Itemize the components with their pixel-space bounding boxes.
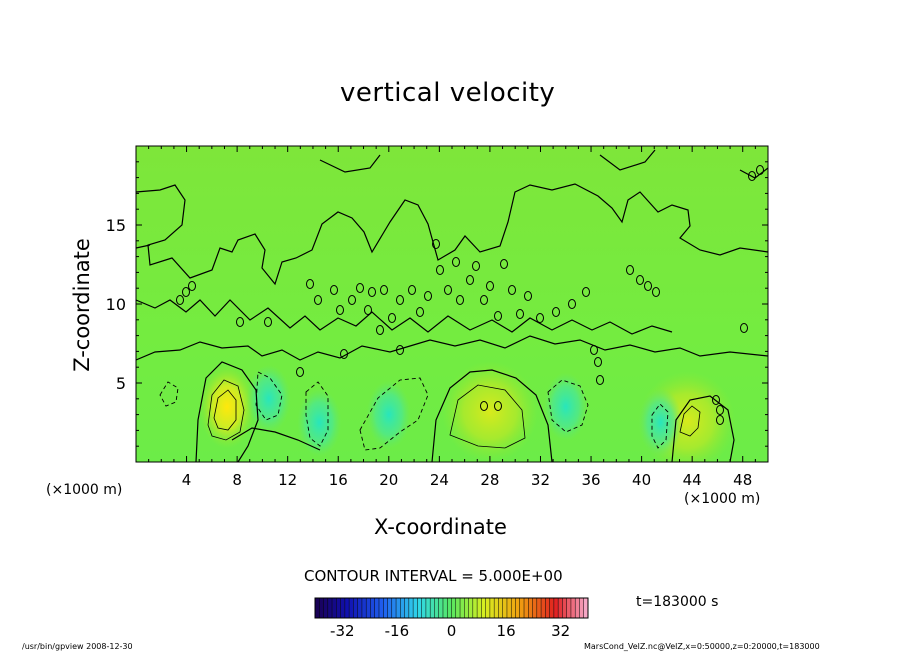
x-tick-label-3: 16: [329, 471, 348, 489]
colorbar-bin-26: [426, 598, 430, 618]
colorbar-bin-8: [349, 598, 353, 618]
colorbar-bin-4: [332, 598, 336, 618]
x-tick-label-4: 20: [379, 471, 398, 489]
colorbar-bin-22: [409, 598, 413, 618]
colorbar-bin-45: [507, 598, 511, 618]
x-tick-label-8: 36: [581, 471, 600, 489]
colorbar-bin-59: [567, 598, 571, 618]
colorbar-tick-label-1: -16: [385, 622, 410, 640]
x-tick-label-6: 28: [480, 471, 499, 489]
footer-left: /usr/bin/gpview 2008-12-30: [22, 642, 133, 651]
colorbar-bin-60: [571, 598, 575, 618]
downdraft-cell-5: [367, 381, 411, 449]
x-tick-label-10: 44: [683, 471, 702, 489]
colorbar-bin-39: [481, 598, 485, 618]
colorbar-bin-53: [541, 598, 545, 618]
colorbar-bin-52: [537, 598, 541, 618]
colorbar-bin-42: [494, 598, 498, 618]
colorbar-bin-37: [473, 598, 477, 618]
colorbar-bin-25: [422, 598, 426, 618]
colorbar-bin-20: [400, 598, 404, 618]
colorbar-bin-12: [366, 598, 370, 618]
colorbar-bin-44: [503, 598, 507, 618]
colorbar-bin-7: [345, 598, 349, 618]
x-tick-label-0: 4: [182, 471, 192, 489]
y-axis-label: Z-coordinate: [70, 238, 94, 372]
colorbar-bin-35: [464, 598, 468, 618]
y-tick-label-1: 10: [106, 295, 126, 314]
colorbar-bin-1: [319, 598, 323, 618]
colorbar-bin-23: [413, 598, 417, 618]
colorbar-bin-28: [434, 598, 438, 618]
colorbar-bin-0: [315, 598, 319, 618]
colorbar-bin-29: [439, 598, 443, 618]
colorbar-bin-3: [328, 598, 332, 618]
colorbar-bin-55: [550, 598, 554, 618]
colorbar-bin-16: [383, 598, 387, 618]
x-tick-label-5: 24: [430, 471, 449, 489]
colorbar-bin-17: [388, 598, 392, 618]
colorbar-tick-label-4: 32: [551, 622, 570, 640]
colorbar-bin-10: [358, 598, 362, 618]
colorbar-bin-14: [375, 598, 379, 618]
colorbar-bin-40: [486, 598, 490, 618]
colorbar-bin-34: [460, 598, 464, 618]
colorbar-bin-56: [554, 598, 558, 618]
contour-interval-label: CONTOUR INTERVAL = 5.000E+00: [304, 567, 563, 585]
colorbar-bin-2: [324, 598, 328, 618]
x-tick-label-2: 12: [278, 471, 297, 489]
colorbar-bin-47: [515, 598, 519, 618]
colorbar-bin-51: [533, 598, 537, 618]
y-tick-label-0: 5: [116, 374, 126, 393]
x-tick-label-9: 40: [632, 471, 651, 489]
colorbar-bin-49: [524, 598, 528, 618]
updraft-cell-1: [442, 361, 538, 461]
colorbar-bin-13: [370, 598, 374, 618]
downdraft-cell-3: [247, 365, 291, 433]
colorbar-bin-48: [520, 598, 524, 618]
y-tick-label-2: 15: [106, 216, 126, 235]
x-axis-label: X-coordinate: [374, 515, 507, 539]
colorbar-bin-61: [575, 598, 579, 618]
colorbar-bin-24: [417, 598, 421, 618]
colorbar-bin-63: [584, 598, 588, 618]
colorbar-bin-62: [579, 598, 583, 618]
downdraft-cell-4: [297, 389, 341, 457]
colorbar-bin-50: [528, 598, 532, 618]
colorbar-bin-19: [396, 598, 400, 618]
colorbar-tick-label-2: 0: [447, 622, 457, 640]
colorbar-bin-33: [456, 598, 460, 618]
colorbar-bin-21: [405, 598, 409, 618]
colorbar-bin-18: [392, 598, 396, 618]
colorbar-bin-46: [511, 598, 515, 618]
colorbar-bin-38: [477, 598, 481, 618]
colorbar-bin-27: [430, 598, 434, 618]
colorbar-tick-label-3: 16: [497, 622, 516, 640]
colorbar-tick-label-0: -32: [330, 622, 355, 640]
x-unit-label-left: (×1000 m): [46, 482, 122, 498]
colorbar-bin-15: [379, 598, 383, 618]
time-label: t=183000 s: [636, 594, 718, 610]
colorbar-bin-58: [562, 598, 566, 618]
colorbar: -32 -16 0 16 32: [315, 598, 588, 640]
x-tick-label-7: 32: [531, 471, 550, 489]
footer-right: MarsCond_VelZ.nc@VelZ,x=0:50000,z=0:2000…: [584, 642, 820, 651]
colorbar-bin-6: [341, 598, 345, 618]
colorbar-bin-11: [362, 598, 366, 618]
x-tick-label-11: 48: [733, 471, 752, 489]
colorbar-bin-5: [336, 598, 340, 618]
colorbar-bin-43: [498, 598, 502, 618]
colorbar-bin-9: [353, 598, 357, 618]
colorbar-bin-32: [452, 598, 456, 618]
x-unit-label-right: (×1000 m): [684, 491, 760, 507]
colorbar-bin-30: [443, 598, 447, 618]
x-tick-label-1: 8: [232, 471, 242, 489]
colorbar-bin-31: [447, 598, 451, 618]
colorbar-bin-54: [545, 598, 549, 618]
colorbar-bin-41: [490, 598, 494, 618]
colorbar-bin-57: [558, 598, 562, 618]
colorbar-bin-36: [469, 598, 473, 618]
